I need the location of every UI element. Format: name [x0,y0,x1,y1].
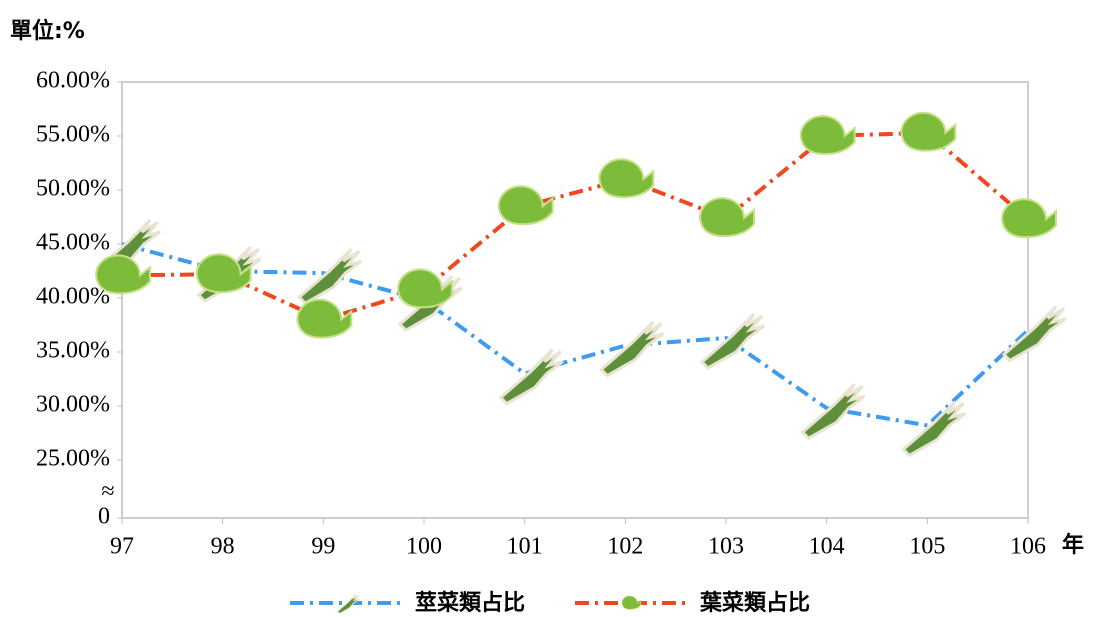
leek-marker [800,383,866,441]
cabbage-marker [698,197,755,238]
y-tick-label: 35.00% [36,338,110,364]
x-tick-label: 102 [607,534,643,560]
leek-marker [498,348,564,406]
y-tick-label: 0 [98,504,110,530]
legend-label: 葉菜類占比 [699,591,810,616]
x-tick-label: 100 [406,534,442,560]
x-unit-label: 年 [1062,532,1084,558]
x-tick-label: 103 [708,534,744,560]
cabbage-marker [94,254,151,295]
leek-marker [336,594,360,615]
y-tick-label: 25.00% [36,446,110,472]
leek-marker [599,320,665,378]
x-tick-label: 98 [211,534,235,560]
leek-marker [1001,305,1067,363]
cabbage-marker [497,185,554,226]
cabbage-marker [598,158,655,199]
x-tick-label: 106 [1010,534,1046,560]
cabbage-marker [1000,198,1057,239]
axis-break: ≈ [101,479,114,505]
cabbage-marker [621,595,642,610]
x-tick-label: 104 [809,534,845,560]
y-tick-label: 55.00% [36,122,110,148]
plot-frame [121,81,1029,519]
cabbage-marker [900,111,957,152]
y-tick-label: 40.00% [36,284,110,310]
cabbage-marker [799,115,856,156]
y-tick-label: 60.00% [36,68,110,94]
y-tick-label: 45.00% [36,230,110,256]
y-tick-label: 50.00% [36,176,110,202]
unit-label: 單位:% [10,18,85,44]
x-tick-label: 105 [909,534,945,560]
x-tick-label: 97 [110,534,134,560]
x-tick-label: 101 [507,534,543,560]
cabbage-marker [296,298,353,339]
x-tick-label: 99 [311,534,335,560]
cabbage-marker [195,253,252,294]
leek-marker [699,312,765,370]
leek-marker [297,248,363,306]
series-line [121,242,1030,428]
y-tick-label: 30.00% [36,392,110,418]
leek-marker [901,400,967,458]
series-line [121,130,1030,322]
legend-label: 莖菜類占比 [415,591,525,616]
cabbage-marker [396,268,453,309]
